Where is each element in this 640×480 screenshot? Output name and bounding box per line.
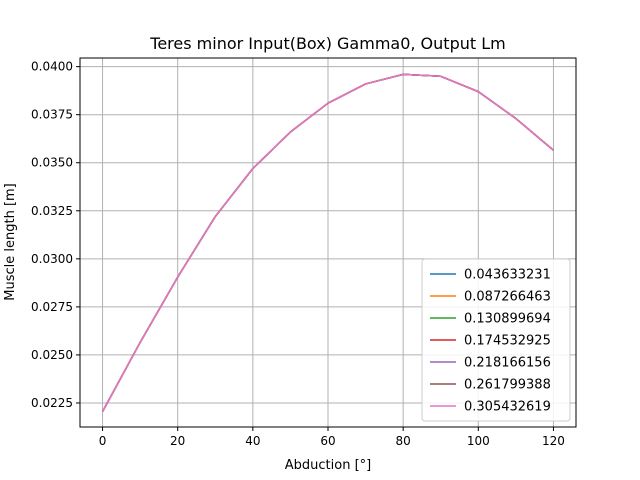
legend-entry: 0.043633231 xyxy=(464,268,551,283)
legend-entry: 0.261799388 xyxy=(464,378,551,393)
axis-ticks: 0 20 40 60 80 100 120 0.0225 0.0250 0.0275 0.0300 0… xyxy=(31,60,565,448)
y-tick-label: 0.0325 xyxy=(31,204,73,218)
legend-entry: 0.218166156 xyxy=(464,356,551,371)
x-tick-label: 60 xyxy=(320,434,335,448)
y-tick-label: 0.0275 xyxy=(31,300,73,314)
x-tick-label: 120 xyxy=(542,434,565,448)
series-lines xyxy=(101,73,554,412)
x-axis-label: Abduction [°] xyxy=(285,458,371,473)
y-tick-label: 0.0375 xyxy=(31,108,73,122)
x-tick-label: 80 xyxy=(396,434,411,448)
legend: 0.043633231 0.087266463 0.130899694 0.17453… xyxy=(421,258,571,422)
legend-entry: 0.087266463 xyxy=(464,290,551,305)
x-tick-label: 100 xyxy=(467,434,490,448)
y-tick-label: 0.0250 xyxy=(31,348,73,362)
y-tick-label: 0.0400 xyxy=(31,60,73,74)
series-line xyxy=(101,73,554,412)
y-tick-label: 0.0225 xyxy=(31,396,73,410)
legend-entry: 0.130899694 xyxy=(464,312,551,327)
x-tick-label: 20 xyxy=(170,434,185,448)
y-tick-label: 0.0300 xyxy=(31,252,73,266)
legend-entry: 0.174532925 xyxy=(464,334,551,349)
x-tick-label: 40 xyxy=(245,434,260,448)
chart-title: Teres minor Input(Box) Gamma0, Output Lm xyxy=(149,34,505,53)
legend-entry: 0.305432619 xyxy=(464,400,551,415)
x-tick-label: 0 xyxy=(99,434,107,448)
y-axis-label: Muscle length [m] xyxy=(3,183,18,301)
legend-box xyxy=(421,258,571,422)
y-tick-label: 0.0350 xyxy=(31,156,73,170)
